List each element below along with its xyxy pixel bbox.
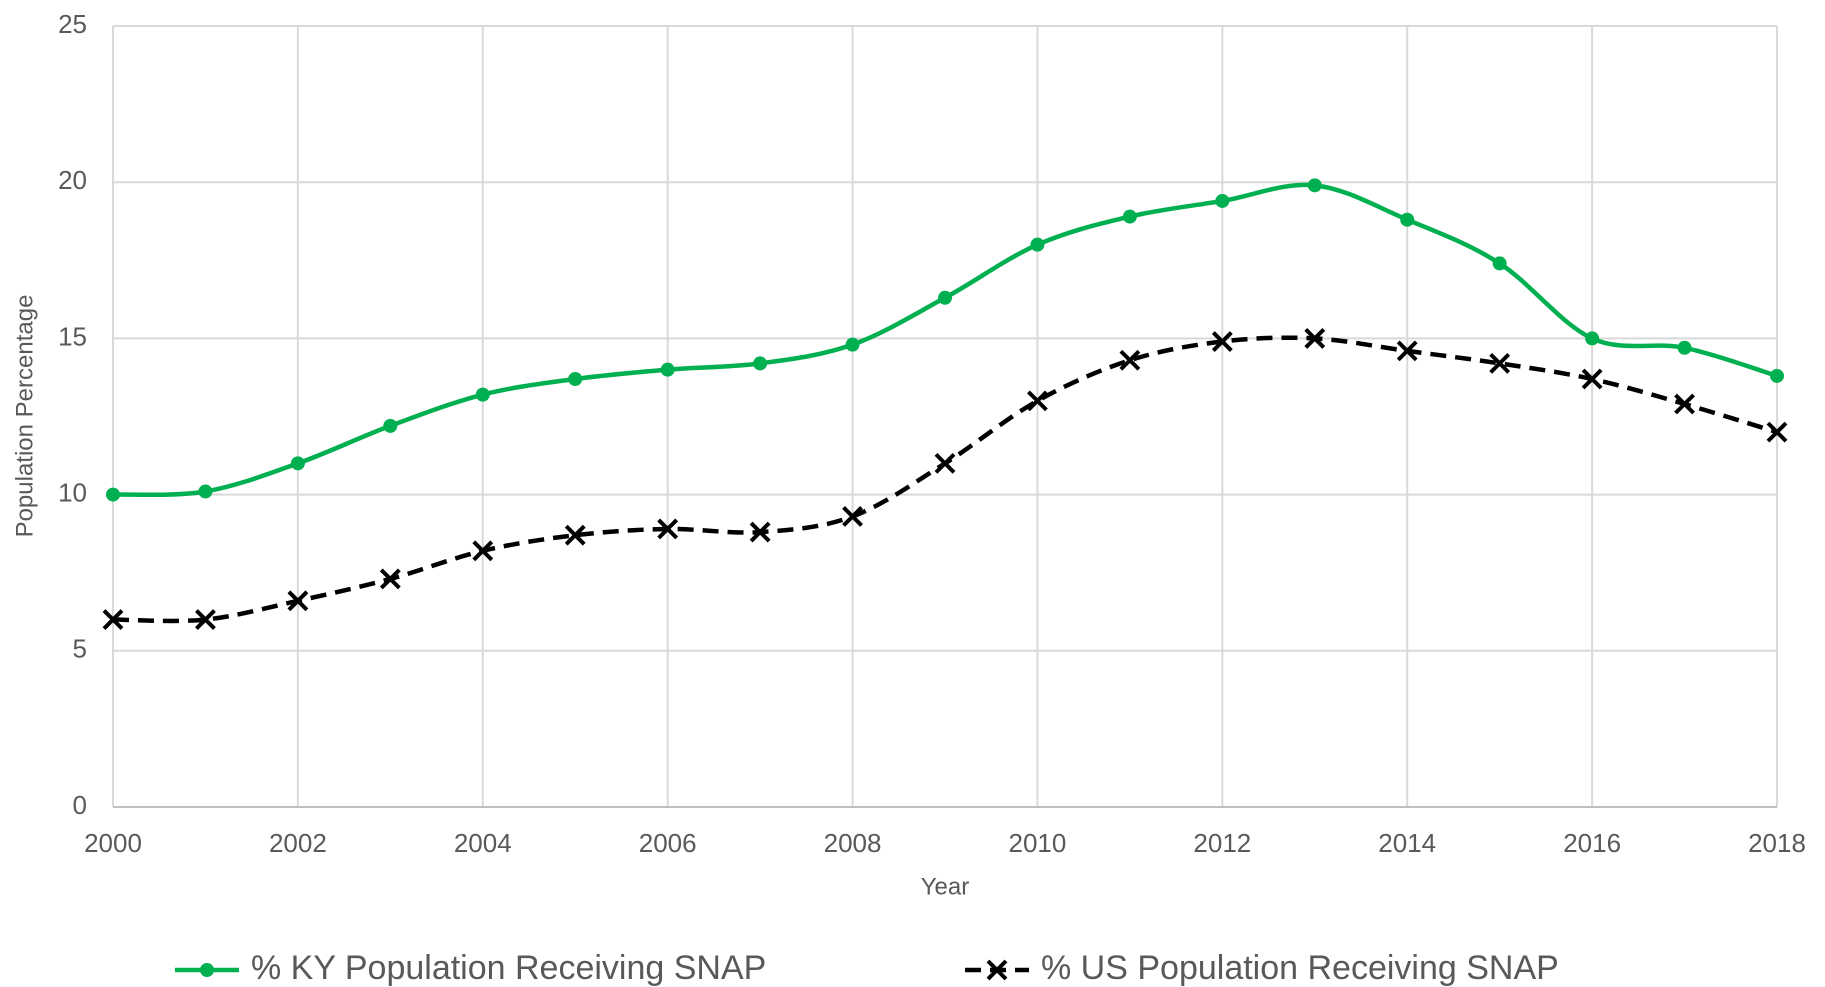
- marker: [1211, 331, 1233, 352]
- x-tick-label: 2014: [1378, 828, 1436, 858]
- marker: [660, 362, 675, 377]
- marker: [290, 456, 305, 471]
- y-tick-label: 25: [58, 9, 87, 39]
- marker: [845, 337, 860, 352]
- legend-marker: [986, 959, 1008, 981]
- marker: [1396, 340, 1418, 362]
- marker: [102, 609, 124, 630]
- marker: [106, 487, 120, 502]
- marker: [1770, 368, 1784, 383]
- x-tick-label: 2006: [639, 828, 697, 858]
- x-tick-label: 2002: [269, 828, 327, 858]
- marker: [1581, 368, 1603, 390]
- marker: [1122, 209, 1137, 224]
- marker: [1307, 178, 1322, 193]
- y-tick-label: 20: [58, 165, 87, 195]
- series-line: [112, 182, 1778, 498]
- marker: [198, 484, 213, 499]
- marker: [934, 452, 956, 474]
- marker: [475, 387, 490, 402]
- marker: [287, 590, 309, 612]
- marker: [1492, 256, 1507, 271]
- x-tick-label: 2010: [1009, 828, 1067, 858]
- x-tick-label: 2004: [454, 828, 512, 858]
- x-tick-label: 2012: [1193, 828, 1251, 858]
- marker: [657, 518, 679, 540]
- marker: [1304, 327, 1326, 349]
- marker: [195, 609, 216, 630]
- legend-marker: [200, 963, 214, 977]
- marker: [842, 506, 863, 527]
- marker: [1585, 331, 1600, 346]
- legend-label: % US Population Receiving SNAP: [1041, 949, 1559, 987]
- marker: [1489, 352, 1511, 374]
- marker: [1674, 393, 1695, 415]
- legend-label: % KY Population Receiving SNAP: [251, 949, 766, 987]
- marker: [938, 290, 952, 305]
- marker: [1677, 340, 1692, 355]
- x-tick-label: 2016: [1563, 828, 1621, 858]
- y-tick-label: 0: [73, 790, 87, 820]
- y-axis-label: Population Percentage: [11, 295, 38, 538]
- marker: [1027, 390, 1048, 412]
- x-tick-label: 2000: [84, 828, 142, 858]
- marker: [1119, 349, 1141, 371]
- marker: [1030, 237, 1045, 252]
- marker: [564, 524, 586, 546]
- marker: [383, 418, 398, 433]
- marker: [1766, 421, 1788, 443]
- x-axis-label: Year: [921, 873, 970, 900]
- marker: [749, 521, 771, 543]
- x-tick-label: 2008: [824, 828, 882, 858]
- marker: [1215, 193, 1230, 208]
- marker: [1400, 212, 1415, 227]
- x-tick-label: 2018: [1748, 828, 1806, 858]
- marker: [379, 568, 401, 590]
- legend-item: % US Population Receiving SNAP: [965, 949, 1559, 987]
- y-tick-label: 15: [58, 321, 87, 351]
- series-line: [112, 335, 1778, 624]
- marker: [568, 372, 583, 387]
- y-tick-label: 10: [58, 477, 87, 507]
- legend-item: % KY Population Receiving SNAP: [175, 949, 766, 987]
- y-tick-label: 5: [73, 634, 87, 664]
- marker: [753, 356, 768, 371]
- marker: [472, 540, 494, 562]
